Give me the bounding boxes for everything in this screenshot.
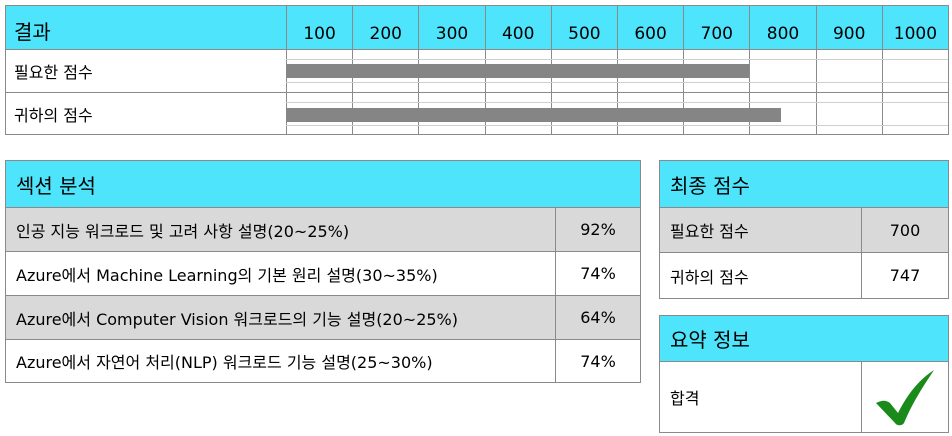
grid-line [352, 49, 353, 135]
section-analysis-title: 섹션 분석 [6, 161, 640, 207]
section-row: Azure에서 자연어 처리(NLP) 워크로드 기능 설명(25~30%) 7… [6, 340, 640, 382]
final-score-row: 귀하의 점수 747 [660, 253, 948, 298]
section-percent: 64% [580, 308, 616, 327]
grid-subline [286, 102, 948, 103]
scale-tick-label: 1000 [881, 6, 948, 49]
scale-tick-label: 900 [815, 6, 882, 49]
section-analysis-panel: 섹션 분석 인공 지능 워크로드 및 고려 사항 설명(20~25%) 92% … [5, 160, 641, 383]
grid-line [418, 49, 419, 135]
section-row: 인공 지능 워크로드 및 고려 사항 설명(20~25%) 92% [6, 208, 640, 251]
grid-line [749, 49, 750, 135]
grid-line [551, 49, 552, 135]
section-row: Azure에서 Computer Vision 워크로드의 기능 설명(20~2… [6, 296, 640, 339]
grid-subline [286, 82, 948, 83]
section-name: Azure에서 Computer Vision 워크로드의 기능 설명(20~2… [16, 309, 459, 329]
final-your-value: 747 [889, 266, 921, 285]
grid-line [617, 49, 618, 135]
grid-line [485, 49, 486, 135]
section-row: Azure에서 Machine Learning의 기본 원리 설명(30~35… [6, 252, 640, 295]
grid-line [286, 49, 287, 135]
scale-tick-label: 600 [617, 6, 683, 49]
divider [6, 295, 640, 296]
grid-subline [286, 125, 948, 126]
required-score-label: 필요한 점수 [14, 62, 93, 82]
divider [660, 207, 948, 208]
scale-tick-label: 500 [550, 6, 617, 49]
summary-result: 합격 [670, 389, 700, 408]
section-percent: 92% [580, 220, 616, 239]
scale-tick-label: 800 [749, 6, 815, 49]
checkmark-icon [862, 362, 948, 432]
column-divider [861, 208, 862, 298]
column-divider [861, 362, 862, 432]
grid-line [816, 49, 817, 135]
your-score-label: 귀하의 점수 [14, 105, 93, 125]
score-table-title: 결과 [14, 20, 51, 44]
final-score-title: 최종 점수 [660, 161, 948, 207]
required-score-bar [286, 64, 749, 78]
final-score-row: 필요한 점수 700 [660, 208, 948, 252]
final-your-label: 귀하의 점수 [670, 267, 749, 287]
grid-subline [286, 59, 948, 60]
score-table-header [6, 6, 948, 49]
final-required-value: 700 [889, 220, 921, 240]
grid-line [948, 49, 949, 135]
summary-panel: 요약 정보 합격 [659, 315, 949, 433]
divider [660, 361, 948, 362]
final-required-label: 필요한 점수 [670, 222, 749, 241]
final-score-panel: 최종 점수 필요한 점수 700 귀하의 점수 747 [659, 160, 949, 299]
divider [6, 339, 640, 340]
divider [6, 49, 948, 50]
section-percent: 74% [580, 264, 616, 283]
summary-title: 요약 정보 [660, 316, 948, 361]
grid-line [882, 49, 883, 135]
section-name: 인공 지능 워크로드 및 고려 사항 설명(20~25%) [16, 221, 350, 241]
divider [6, 207, 640, 208]
column-divider [555, 208, 556, 382]
section-name: Azure에서 자연어 처리(NLP) 워크로드 기능 설명(25~30%) [16, 353, 433, 372]
grid-line [683, 49, 684, 135]
scale-tick-label: 300 [418, 6, 484, 49]
scale-tick-label: 200 [352, 6, 418, 49]
scale-tick-label: 100 [286, 6, 352, 49]
section-percent: 74% [580, 351, 616, 371]
your-score-bar [286, 108, 781, 122]
scale-tick-label: 700 [683, 6, 749, 49]
section-name: Azure에서 Machine Learning의 기본 원리 설명(30~35… [16, 265, 438, 285]
divider [660, 252, 948, 253]
scale-tick-label: 400 [484, 6, 551, 49]
divider [6, 92, 948, 93]
divider [6, 251, 640, 252]
score-chart-table: 결과 100 200 300 400 500 600 700 800 900 1000 필요한 점… [5, 5, 949, 135]
